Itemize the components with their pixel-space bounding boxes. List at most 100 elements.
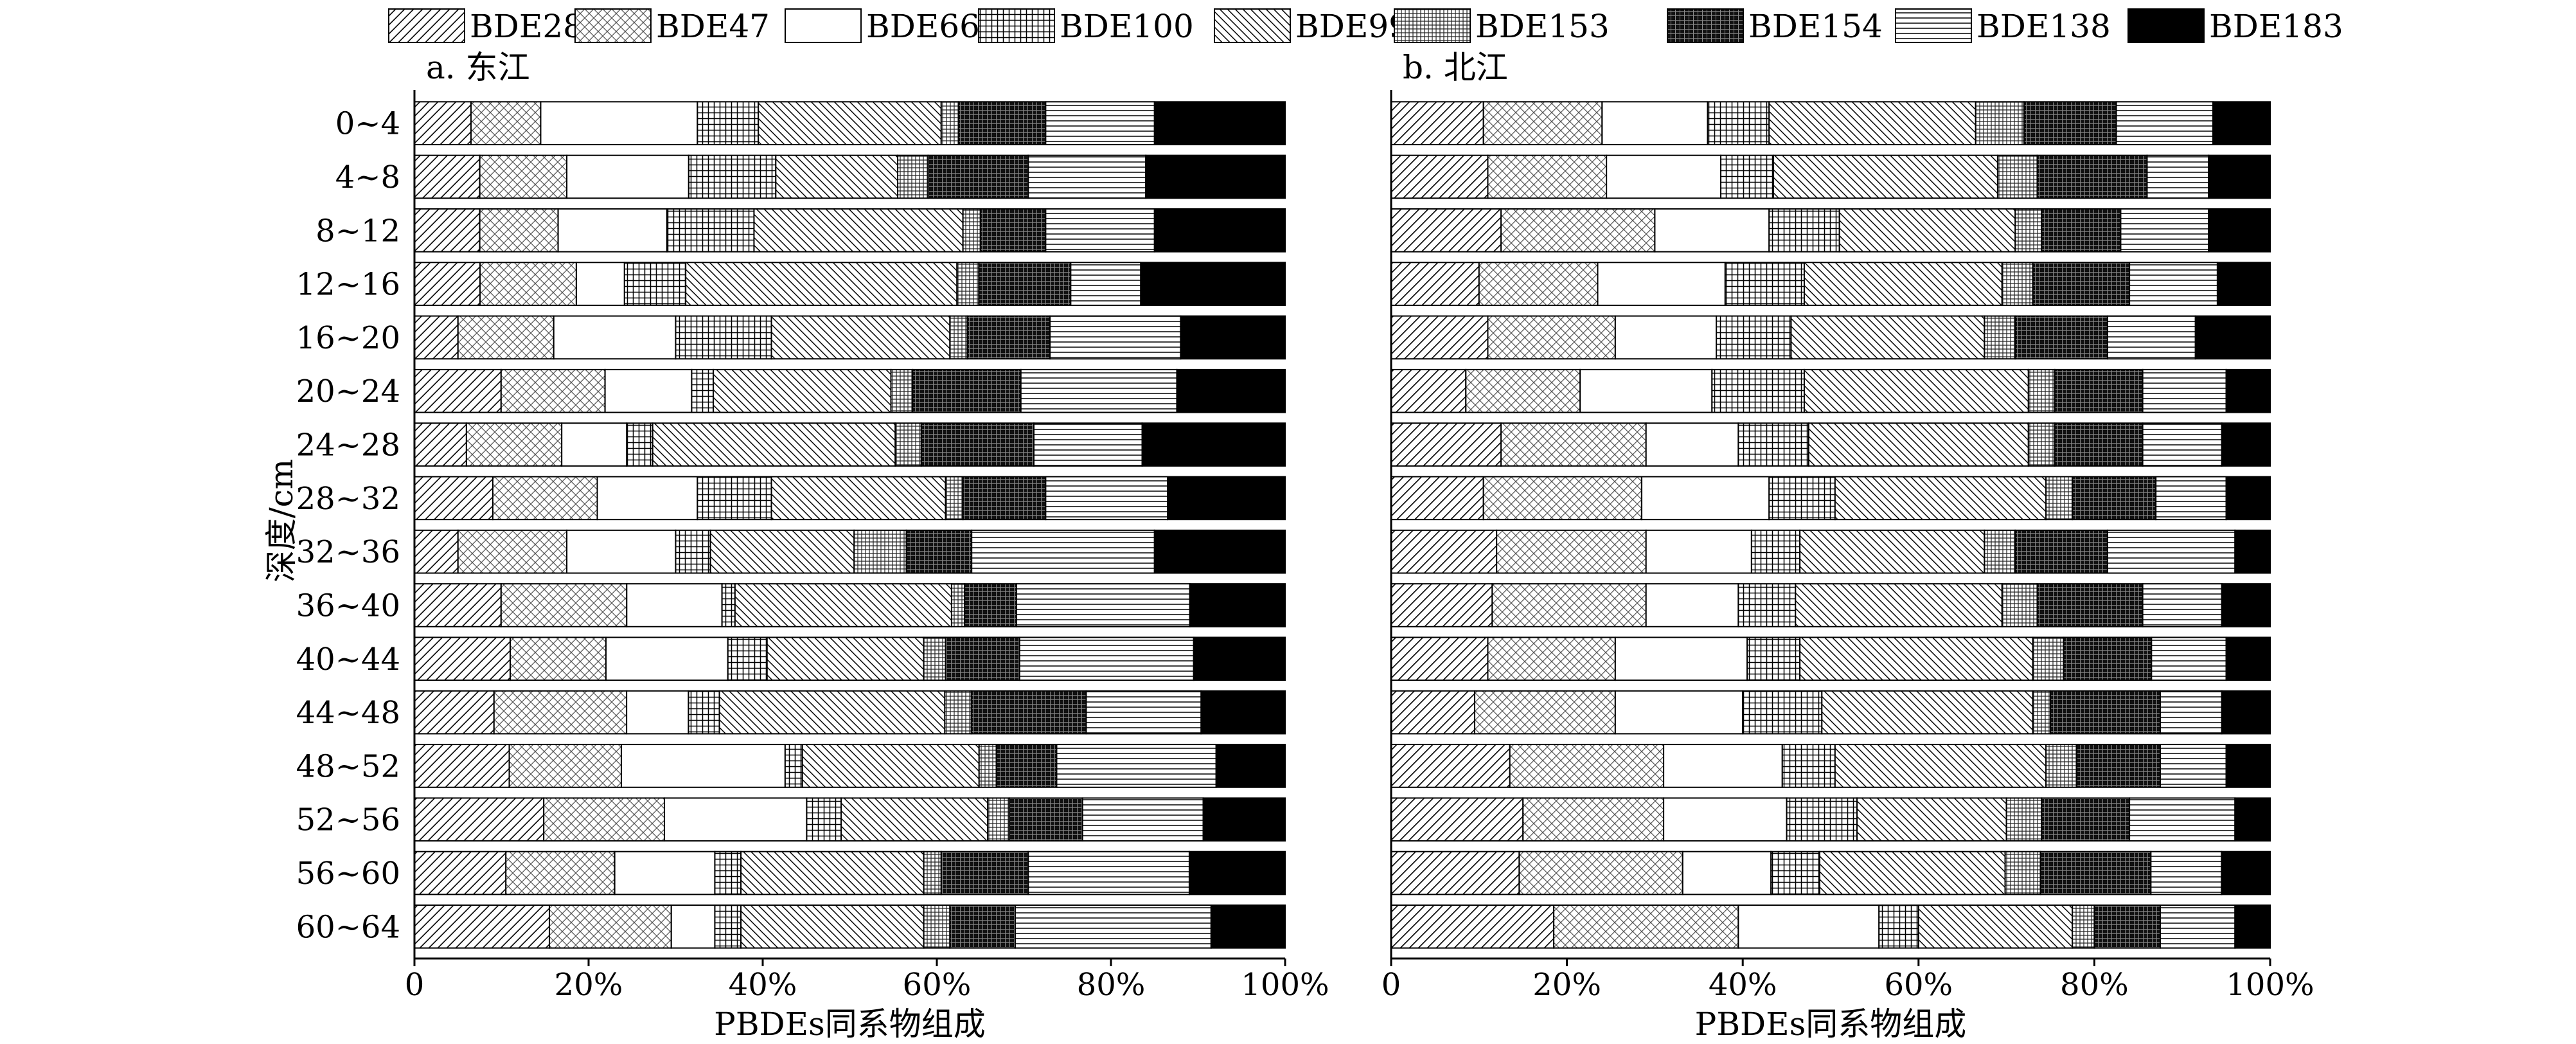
bar-a-60-64-bde153 [923,905,951,949]
bar-a-12-16-bde28 [414,262,481,306]
bar-a-0-4-bde28 [414,101,472,145]
x-tick-label-b-0: 0 [1381,967,1401,1003]
bar-b-40-44-bde153 [2032,636,2065,681]
bar-b-44-48-bde100 [1742,690,1823,735]
bar-a-60-64-bde66 [670,905,716,949]
bar-b-44-48-bde154 [2050,690,2161,735]
category-label-8-12: 8~12 [315,213,400,249]
bar-a-48-52-bde28 [414,744,510,788]
bar-b-48-52-bde183 [2225,744,2271,788]
bar-a-60-64-bde183 [1210,905,1286,949]
bar-a-8-12-bde183 [1153,208,1286,253]
x-tick-label-b-1: 20% [1532,967,1601,1003]
bar-b-0-4-bde183 [2212,101,2271,145]
bar-b-20-24-bde154 [2054,368,2144,413]
category-label-4-8: 4~8 [335,159,400,195]
legend: BDE28 BDE47 BDE66 BDE100 BDE99 BDE153 BDE154 BD… [388,8,2343,45]
bar-a-0-4-bde154 [957,101,1047,145]
bar-b-28-32-bde138 [2155,476,2227,521]
category-label-36-40: 36~40 [296,588,400,624]
legend-swatch-bde99 [1214,8,1291,43]
bar-b-40-44-bde99 [1799,636,2034,681]
bar-b-12-16-bde28 [1390,262,1480,306]
bar-a-28-32-bde99 [770,476,946,521]
bar-b-56-60-bde100 [1770,851,1820,896]
bar-a-28-32-bde47 [492,476,598,521]
bar-b-52-56-bde138 [2129,797,2236,842]
bar-a-56-60-bde47 [505,851,616,896]
bar-a-24-28-bde154 [920,422,1035,467]
bar-b-20-24-bde66 [1579,368,1713,413]
bar-a-16-20-bde47 [457,315,555,360]
bar-a-44-48-bde100 [688,690,720,735]
bar-a-40-44-bde47 [510,636,607,681]
bar-a-8-12-bde154 [979,208,1047,253]
bar-a-8-12-bde66 [557,208,668,253]
bar-b-12-16-bde47 [1478,262,1599,306]
bar-b-36-40-bde66 [1645,583,1739,627]
bar-a-4-8-bde28 [414,154,481,199]
bar-b-56-60-bde99 [1818,851,2006,896]
bar-b-52-56-bde28 [1390,797,1524,842]
bar-b-24-28-bde183 [2221,422,2271,467]
bar-a-8-12-bde99 [753,208,964,253]
bar-b-28-32-bde66 [1640,476,1770,521]
x-tick-label-a-3: 60% [903,967,972,1003]
bar-a-52-56-bde99 [840,797,989,842]
bar-a-8-12-bde138 [1045,208,1155,253]
x-tick-label-b-4: 80% [2060,967,2129,1003]
x-tick-label-a-1: 20% [555,967,623,1003]
bar-a-28-32-bde100 [697,476,772,521]
x-axis-label-a: PBDEs同系物组成 [714,1005,986,1043]
bar-b-32-36-bde138 [2106,529,2236,574]
bar-a-60-64-bde138 [1014,905,1212,949]
bar-b-44-48-bde138 [2160,690,2223,735]
legend-swatch-bde100 [978,8,1055,43]
bar-b-20-24-bde183 [2225,368,2271,413]
bar-b-44-48-bde47 [1473,690,1616,735]
category-label-40-44: 40~44 [296,642,400,678]
bar-a-40-44-bde28 [414,636,511,681]
bar-a-24-28-bde66 [561,422,628,467]
bar-a-20-24-bde100 [691,368,715,413]
bar-b-28-32-bde183 [2225,476,2271,521]
bar-a-44-48-bde47 [493,690,628,735]
bar-b-36-40-bde183 [2221,583,2271,627]
bar-b-36-40-bde100 [1737,583,1797,627]
bar-a-16-20-bde153 [949,315,968,360]
bar-b-8-12-bde47 [1500,208,1656,253]
bar-b-36-40-bde154 [2036,583,2144,627]
bar-b-36-40-bde47 [1491,583,1647,627]
bar-b-48-52-bde138 [2160,744,2227,788]
bar-b-12-16-bde66 [1597,262,1726,306]
bar-a-12-16-bde153 [956,262,980,306]
bar-b-48-52-bde47 [1509,744,1665,788]
bar-a-16-20-bde138 [1049,315,1182,360]
bar-b-32-36-bde99 [1799,529,1985,574]
bar-a-52-56-bde28 [414,797,545,842]
bar-b-56-60-bde183 [2221,851,2271,896]
bar-a-12-16-bde66 [575,262,625,306]
bar-b-48-52-bde66 [1663,744,1783,788]
category-label-20-24: 20~24 [296,374,400,410]
bar-b-8-12-bde28 [1390,208,1502,253]
bar-a-0-4-bde183 [1153,101,1286,145]
bar-a-16-20-bde99 [770,315,951,360]
bar-b-36-40-bde28 [1390,583,1493,627]
bar-a-60-64-bde28 [414,905,551,949]
bar-a-48-52-bde183 [1215,744,1286,788]
bar-a-20-24-bde138 [1020,368,1178,413]
bar-a-28-32-bde66 [596,476,698,521]
bar-b-60-64-bde66 [1737,905,1880,949]
category-label-28-32: 28~32 [296,481,400,517]
bar-a-32-36-bde153 [853,529,907,574]
bar-a-24-28-bde28 [414,422,467,467]
bar-b-28-32-bde28 [1390,476,1484,521]
bar-a-4-8-bde100 [688,154,777,199]
bar-b-28-32-bde154 [2072,476,2157,521]
bar-b-4-8-bde154 [2036,154,2148,199]
bar-a-52-56-bde66 [664,797,808,842]
bar-b-36-40-bde138 [2142,583,2223,627]
bar-b-20-24-bde153 [2027,368,2056,413]
